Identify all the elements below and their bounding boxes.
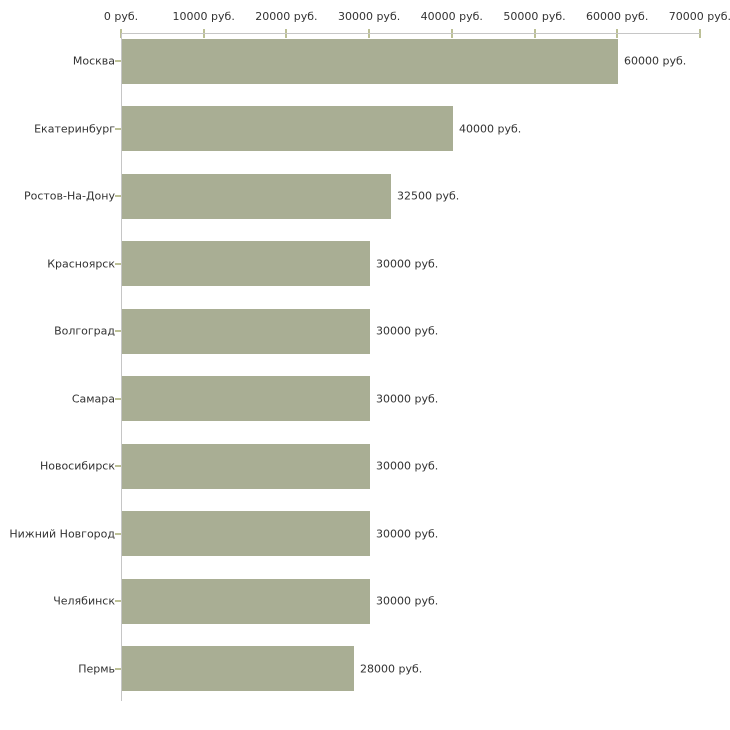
- y-axis-tick-mark: [115, 127, 121, 130]
- bar: [122, 646, 354, 691]
- x-axis-tick-label: 50000 руб.: [503, 10, 566, 23]
- category-label: Челябинск: [53, 594, 115, 608]
- bar: [122, 106, 453, 151]
- x-axis-tick-label: 30000 руб.: [337, 10, 401, 23]
- category-label: Пермь: [78, 662, 115, 675]
- bar: [122, 511, 370, 556]
- bar: [122, 308, 370, 354]
- category-label: Самара: [71, 392, 115, 405]
- x-axis-tick-label: 20000 руб.: [255, 10, 318, 23]
- bar: [122, 241, 370, 286]
- value-label: 30000 руб.: [376, 324, 439, 338]
- value-label: 28000 руб.: [360, 662, 423, 675]
- value-label: 30000 руб.: [376, 392, 439, 405]
- x-axis-tick-label: 40000 руб.: [420, 10, 483, 23]
- category-label: Нижний Новгород: [9, 527, 115, 540]
- category-label: Новосибирск: [39, 459, 115, 473]
- x-axis-tick-label: 60000 руб.: [586, 10, 649, 23]
- value-label: 30000 руб.: [376, 459, 439, 473]
- y-axis-tick-mark: [115, 262, 121, 265]
- value-label: 30000 руб.: [376, 594, 439, 608]
- category-label: Волгоград: [54, 324, 115, 338]
- value-label: 60000 руб.: [624, 54, 687, 68]
- x-axis-line: [121, 33, 700, 34]
- y-axis-tick-mark: [115, 532, 121, 535]
- category-label: Красноярск: [47, 257, 115, 270]
- x-axis-tick-label: 10000 руб.: [172, 10, 235, 23]
- y-axis-tick-mark: [115, 465, 121, 467]
- category-label: Москва: [72, 54, 115, 68]
- value-label: 32500 руб.: [397, 189, 460, 203]
- value-label: 40000 руб.: [459, 122, 522, 135]
- x-axis-tick-label: 0 руб.: [103, 10, 139, 23]
- bar: [122, 38, 618, 84]
- bar: [122, 578, 370, 624]
- bar: [122, 443, 370, 489]
- category-label: Ростов-На-Дону: [23, 189, 115, 203]
- y-axis-tick-mark: [115, 60, 121, 62]
- value-label: 30000 руб.: [376, 257, 439, 270]
- category-label: Екатеринбург: [34, 122, 115, 135]
- y-axis-tick-mark: [115, 195, 121, 197]
- y-axis-tick-mark: [115, 397, 121, 400]
- x-axis-tick-label: 70000 руб.: [668, 10, 730, 23]
- bar: [122, 376, 370, 421]
- bar: [122, 173, 391, 219]
- y-axis-line: [121, 33, 122, 701]
- y-axis-tick-mark: [115, 330, 121, 332]
- value-label: 30000 руб.: [376, 527, 439, 540]
- y-axis-tick-mark: [115, 667, 121, 670]
- y-axis-tick-mark: [115, 600, 121, 602]
